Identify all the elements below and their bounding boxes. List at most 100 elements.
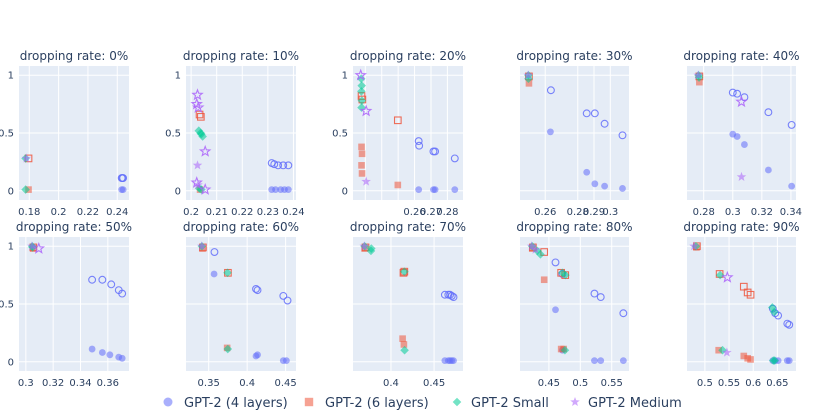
x-tick-label: 0.27 (420, 207, 442, 218)
y-tick-label: 0 (8, 186, 14, 197)
point-gpt2-4-layers (414, 137, 423, 146)
point-gpt2-6-layers (739, 282, 748, 291)
point-gpt2-4-layers (451, 186, 459, 193)
points-layer (689, 241, 794, 365)
x-tick-label: 0.6 (745, 378, 761, 389)
x-tick-label: 0.3 (602, 207, 618, 218)
point-gpt2-small (400, 267, 409, 276)
point-gpt2-4-layers (282, 357, 290, 364)
point-gpt2-4-layers (583, 168, 591, 176)
x-tick-label: 0.22 (231, 207, 253, 218)
point-gpt2-medium (192, 101, 205, 113)
point-gpt2-4-layers (272, 186, 279, 193)
point-gpt2-medium (735, 95, 748, 108)
point-gpt2-4-layers (254, 351, 261, 359)
legend-marker (570, 397, 580, 407)
legend-marker-square (304, 397, 314, 407)
point-gpt2-6-layers (747, 356, 754, 363)
point-gpt2-4-layers (118, 174, 127, 183)
legend-marker (163, 397, 173, 407)
legend-label: GPT-2 (4 layers) (184, 396, 288, 411)
point-gpt2-medium (191, 88, 204, 101)
point-gpt2-4-layers (728, 88, 737, 97)
point-gpt2-4-layers (88, 345, 96, 353)
points-layer (354, 68, 459, 193)
points-layer (21, 153, 128, 194)
x-tick-label: 0.21 (206, 207, 228, 218)
point-gpt2-medium (722, 347, 732, 357)
point-gpt2-4-layers (447, 291, 456, 300)
x-tick-label: 0.45 (538, 378, 560, 389)
subplot-7: 0.35 0.4 0.45 dropping rate: 60% (183, 220, 299, 389)
point-gpt2-medium (198, 144, 212, 157)
point-gpt2-4-layers (450, 357, 457, 364)
point-gpt2-4-layers (431, 147, 440, 156)
point-gpt2-4-layers (210, 270, 218, 278)
x-tick-label: 0.28 (567, 207, 589, 218)
subplot-title: dropping rate: 40% (683, 49, 799, 63)
x-tick-label: 0.18 (18, 207, 40, 218)
x-tick-label: 0.2 (183, 207, 199, 218)
legend-item-gpt2-4-layers[interactable]: GPT-2 (4 layers) (163, 396, 288, 411)
point-gpt2-small (357, 96, 367, 105)
point-gpt2-4-layers (590, 109, 599, 118)
point-gpt2-small (357, 87, 366, 96)
legend-label: GPT-2 Medium (588, 396, 682, 411)
subplot-grid: 0.18 0.2 0.22 0.24 0 0.5 1 dropping rate: 0% 0.2… (0, 49, 802, 389)
point-gpt2-4-layers (88, 275, 97, 284)
x-tick-label: 0.5 (572, 378, 588, 389)
x-tick-label: 0.36 (97, 378, 119, 389)
point-gpt2-6-layers (525, 80, 533, 87)
point-gpt2-4-layers (596, 293, 605, 302)
point-gpt2-4-layers (764, 166, 772, 174)
point-gpt2-4-layers (733, 89, 742, 98)
point-gpt2-6-layers (696, 78, 703, 86)
point-gpt2-small (560, 345, 570, 355)
point-gpt2-4-layers (284, 186, 292, 193)
point-gpt2-4-layers (591, 357, 598, 364)
point-gpt2-4-layers (253, 286, 262, 295)
points-layer (693, 70, 796, 190)
legend-marker (304, 397, 314, 407)
point-gpt2-4-layers (449, 293, 458, 302)
point-gpt2-medium (32, 241, 46, 254)
subplot-title: dropping rate: 60% (183, 220, 299, 234)
point-gpt2-medium (526, 241, 537, 251)
points-layer (190, 88, 293, 195)
point-gpt2-4-layers (270, 160, 279, 169)
point-gpt2-4-layers (283, 296, 292, 305)
point-gpt2-4-layers (284, 161, 293, 170)
point-gpt2-medium (359, 241, 369, 251)
point-gpt2-4-layers (279, 291, 288, 300)
legend-item-gpt2-medium[interactable]: GPT-2 Medium (570, 396, 682, 411)
x-tick-label: 0.35 (198, 378, 220, 389)
point-gpt2-medium (361, 176, 371, 186)
y-tick-label: 0.5 (332, 129, 348, 140)
x-tick-label: 0.24 (282, 207, 304, 218)
subplot-title: dropping rate: 10% (183, 49, 299, 63)
point-gpt2-4-layers (551, 258, 560, 267)
point-gpt2-4-layers (106, 351, 114, 359)
subplot-1: 0.18 0.2 0.22 0.24 0 0.5 1 dropping rate: 0% (0, 49, 129, 218)
legend-item-gpt2-small[interactable]: GPT-2 Small (452, 396, 549, 411)
point-gpt2-4-layers (546, 86, 555, 95)
subplot-title: dropping rate: 70% (350, 220, 466, 234)
point-gpt2-4-layers (787, 120, 796, 129)
y-tick-label: 0.5 (0, 300, 14, 311)
x-tick-label: 0.26 (403, 207, 425, 218)
point-gpt2-medium (192, 160, 203, 170)
legend-item-gpt2-6-layers[interactable]: GPT-2 (6 layers) (304, 396, 429, 411)
x-tick-label: 0.4 (239, 378, 255, 389)
point-gpt2-4-layers (118, 354, 126, 362)
subplot-9: 0.45 0.5 0.55 dropping rate: 80% (516, 220, 632, 389)
point-gpt2-4-layers (600, 119, 609, 128)
x-tick-label: 0.5 (697, 378, 713, 389)
point-gpt2-6-layers (746, 290, 755, 299)
y-tick-label: 1 (175, 71, 181, 82)
point-gpt2-4-layers (415, 186, 423, 193)
x-tick-label: 0.3 (725, 207, 741, 218)
point-gpt2-4-layers (785, 320, 794, 329)
subplot-5: 0.28 0.3 0.32 0.34 dropping rate: 40% (683, 49, 802, 218)
point-gpt2-6-layers (358, 150, 366, 158)
